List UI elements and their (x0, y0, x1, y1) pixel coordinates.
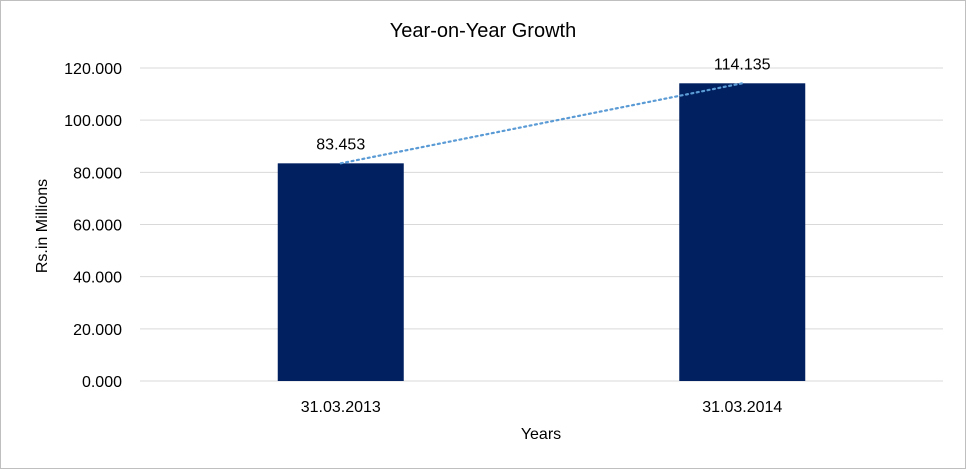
y-tick-label: 60.000 (73, 218, 122, 235)
y-tick-label: 0.000 (82, 374, 122, 391)
y-tick-label: 20.000 (73, 322, 122, 339)
y-tick-label: 120.000 (64, 61, 122, 78)
data-labels: 83.453 114.135 (316, 56, 770, 153)
y-tick-label: 40.000 (73, 270, 122, 287)
trendline-line (339, 82, 744, 165)
data-label: 114.135 (714, 56, 771, 73)
y-axis-ticks: 0.000 20.000 40.000 60.000 80.000 100.000 120.… (64, 61, 122, 391)
x-tick-label: 31.03.2014 (702, 399, 782, 416)
bars (277, 83, 806, 381)
y-tick-label: 80.000 (73, 165, 122, 182)
y-axis-label: Rs.in Millions (34, 179, 51, 273)
data-label: 83.453 (316, 136, 365, 153)
x-tick-label: 31.03.2013 (301, 399, 381, 416)
chart-title: Year-on-Year Growth (390, 20, 576, 42)
bar (679, 83, 806, 381)
x-axis-label: Years (521, 426, 561, 443)
bar (277, 163, 404, 381)
trendline (339, 82, 744, 165)
gridlines (140, 67, 943, 382)
y-tick-label: 100.000 (64, 113, 122, 130)
x-axis-ticks: 31.03.2013 31.03.2014 (301, 399, 783, 416)
